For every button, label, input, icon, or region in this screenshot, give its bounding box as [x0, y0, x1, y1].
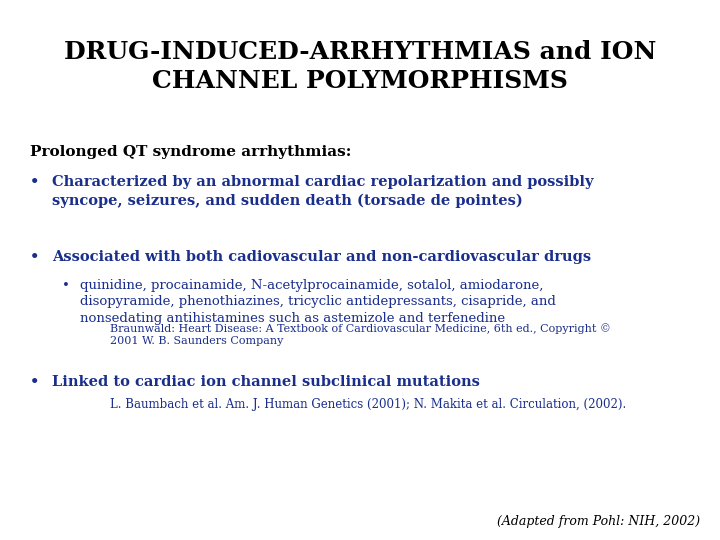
Text: DRUG-INDUCED-ARRHYTHMIAS and ION
CHANNEL POLYMORPHISMS: DRUG-INDUCED-ARRHYTHMIAS and ION CHANNEL… — [64, 40, 656, 93]
Text: (Adapted from Pohl: NIH, 2002): (Adapted from Pohl: NIH, 2002) — [497, 515, 700, 528]
Text: •: • — [30, 375, 40, 389]
Text: Braunwald: Heart Disease: A Textbook of Cardiovascular Medicine, 6th ed., Copyri: Braunwald: Heart Disease: A Textbook of … — [110, 323, 611, 346]
Text: L. Baumbach et al. Am. J. Human Genetics (2001); N. Makita et al. Circulation, (: L. Baumbach et al. Am. J. Human Genetics… — [110, 398, 626, 411]
Text: Prolonged QT syndrome arrhythmias:: Prolonged QT syndrome arrhythmias: — [30, 145, 351, 159]
Text: Linked to cardiac ion channel subclinical mutations: Linked to cardiac ion channel subclinica… — [52, 375, 480, 389]
Text: •: • — [62, 279, 70, 292]
Text: Associated with both cadiovascular and non-cardiovascular drugs: Associated with both cadiovascular and n… — [52, 250, 591, 264]
Text: •: • — [30, 250, 40, 264]
Text: Characterized by an abnormal cardiac repolarization and possibly
syncope, seizur: Characterized by an abnormal cardiac rep… — [52, 175, 593, 208]
Text: quinidine, procainamide, N-acetylprocainamide, sotalol, amiodarone,
disopyramide: quinidine, procainamide, N-acetylprocain… — [80, 279, 556, 325]
Text: •: • — [30, 175, 40, 189]
